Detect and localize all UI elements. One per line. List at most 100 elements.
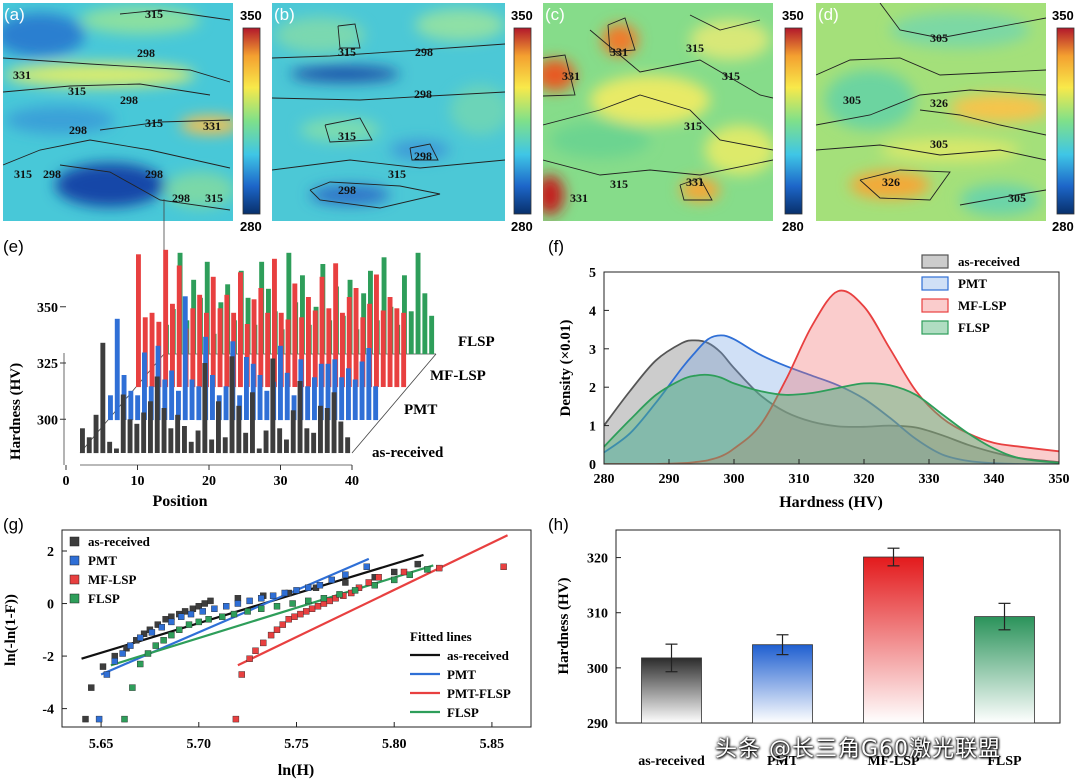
panel-e-bar (326, 308, 332, 388)
svg-text:280: 280 (782, 219, 804, 234)
panel-e-bar (128, 390, 134, 421)
contour-label: 326 (882, 175, 900, 189)
contour-label: 305 (843, 93, 861, 107)
panel-g-point (260, 639, 267, 647)
panel-e-bar (176, 390, 181, 421)
panel-g-point (177, 613, 185, 620)
panel-f-area (604, 340, 1059, 464)
panel-g-fit-line (110, 564, 434, 667)
panel-e-bar (291, 395, 297, 421)
panel-e-bar (204, 261, 210, 355)
panel-g-point (424, 566, 431, 573)
panel-g-point (342, 579, 349, 586)
panel-g-fit-legend-label: FLSP (447, 705, 479, 720)
panel-g-point (289, 600, 296, 607)
panel-e-bar (256, 448, 262, 453)
panel-e-bar (250, 363, 256, 421)
panel-e-bar (176, 265, 182, 387)
panel-f-xlabel: Hardness (HV) (779, 494, 883, 511)
contour-label: 315 (338, 45, 356, 59)
panel-e-bar (141, 412, 147, 453)
panel-f-xtick: 320 (854, 472, 875, 487)
panel-g-legend-label: MF-LSP (88, 572, 136, 587)
panel-f-label: (f) (548, 237, 564, 256)
panel-e-bar (135, 395, 141, 421)
panel-g-point (371, 582, 378, 589)
contour-label: 298 (120, 93, 138, 107)
panel-e-bar (80, 428, 85, 454)
panel-h-xtick: FLSP (987, 754, 1022, 769)
panel-e-bar (263, 430, 269, 453)
panel-g-fit-legend-label: PMT (447, 667, 476, 682)
contour-label: 298 (414, 87, 432, 101)
panel-g-point (185, 621, 193, 628)
panel-e-bars (80, 249, 435, 454)
panel-f-area (604, 374, 1059, 464)
contour-label: 331 (610, 45, 628, 59)
watermark: 头条 @长三角G60激光联盟 (715, 737, 1002, 762)
panel-e-bar (222, 437, 228, 454)
panel-g-point (316, 582, 324, 589)
panel-g-xtick: 5.75 (284, 737, 309, 752)
panel-h-xtick: as-received (638, 754, 705, 769)
panel-g-ytick: -2 (42, 650, 54, 665)
panel-e-bar (353, 288, 359, 387)
panel-e-bar (154, 376, 160, 453)
panel-e-bar (93, 414, 99, 454)
contour-label: 298 (172, 191, 190, 205)
contour-label: 331 (570, 191, 588, 205)
svg-text:350: 350 (511, 8, 533, 23)
panel-e-bar (142, 317, 148, 388)
panel-e-bar (338, 421, 344, 453)
contour-label: 298 (69, 123, 87, 137)
panel-e-xtick: 0 (63, 474, 70, 489)
contour-label: 305 (930, 137, 948, 151)
colorbar-d: 350 280 (1052, 8, 1075, 234)
panel-e-bar (319, 276, 325, 388)
panel-g-fit-legend-title: Fitted lines (410, 629, 472, 644)
contour-label: 331 (562, 69, 580, 83)
panel-g-point (232, 715, 240, 723)
panel-g-fit-legend-label: as-received (447, 648, 510, 663)
panel-e-bar (333, 263, 339, 388)
panel-e-series-label: as-received (372, 445, 444, 461)
panel-e-bar (189, 379, 195, 420)
panel-g-point (314, 603, 322, 610)
panel-g-point (279, 621, 286, 628)
panel-e-bar (346, 368, 351, 421)
panel-g-point (222, 603, 230, 610)
panel-e-bar (312, 310, 318, 387)
panel-e-bar (136, 254, 141, 388)
panel-g-point (99, 663, 107, 670)
panel-e-bar (429, 315, 435, 355)
panel-e-bar (284, 372, 290, 421)
panel-h-xtick: MF-LSP (867, 754, 920, 769)
panel-g-point (258, 605, 265, 612)
panel-e-bar (311, 432, 317, 454)
contour-label: 315 (145, 7, 163, 21)
panel-e-ytick: 325 (37, 357, 58, 372)
panel-g-point (129, 684, 136, 691)
panel-e-ytick: 350 (37, 301, 58, 316)
panel-e-bar (190, 308, 196, 388)
panel-f-ytick: 5 (589, 266, 596, 281)
panel-e-bar (236, 405, 242, 454)
panel-g-ytick: 0 (47, 598, 54, 613)
panel-h-bar (752, 644, 813, 724)
contour-label: 298 (414, 149, 432, 163)
panel-e-ylabel: Hardness (HV) (8, 363, 24, 460)
panel-e-bar (359, 361, 365, 420)
panel-e-bar (331, 392, 337, 454)
panel-g-point (168, 618, 175, 626)
panel-e-bar (182, 296, 188, 421)
panel-e-bar (197, 294, 203, 388)
panel-e-chart: (e) 300 325 350 0 10 20 30 40 Hardness (HV) Pos… (3, 199, 495, 510)
panel-e-bar (217, 308, 223, 388)
panel-f-area (604, 335, 1059, 464)
panel-e-bar (318, 363, 324, 421)
panel-g-point (160, 637, 167, 644)
contour-label: 298 (145, 167, 163, 181)
panel-g-point (176, 626, 183, 633)
contour-label: 315 (388, 167, 406, 181)
panel-e-bar (229, 356, 235, 454)
